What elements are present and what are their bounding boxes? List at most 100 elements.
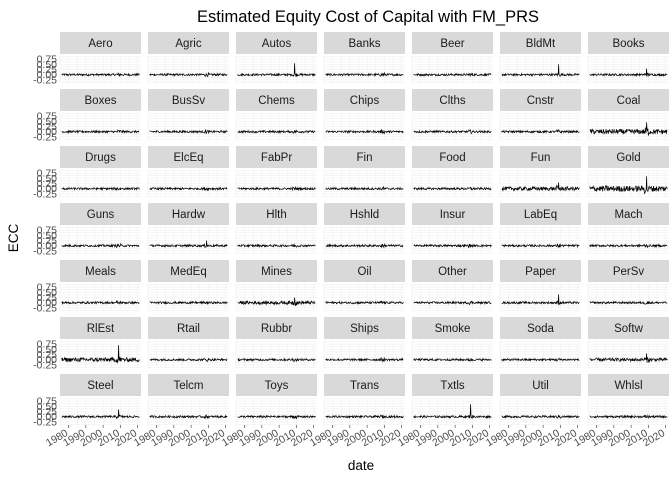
facet-strip: [60, 32, 141, 54]
series-line: [237, 243, 316, 249]
series-line: [589, 300, 668, 305]
chart-title: Estimated Equity Cost of Capital with FM…: [197, 8, 539, 26]
y-tick-label: 0.50: [37, 401, 58, 413]
y-tick-label: 0.50: [37, 344, 58, 356]
facet-label: Coal: [617, 95, 641, 107]
y-tick-label: 0.25: [37, 235, 58, 247]
facet-label: Hardw: [172, 209, 206, 221]
series-line: [237, 357, 316, 363]
series-line: [589, 243, 668, 249]
facet-label: Toys: [265, 380, 289, 392]
facet-label: Softw: [614, 323, 643, 335]
series-line: [237, 129, 316, 134]
series-line: [61, 242, 140, 249]
series-line: [589, 122, 668, 136]
facet-label: Insur: [440, 209, 466, 221]
series-line: [149, 414, 228, 420]
facet-label: Fin: [357, 152, 373, 164]
series-line: [237, 414, 316, 420]
y-tick-label: 0.50: [37, 173, 58, 185]
series-line: [61, 299, 140, 305]
facet-strip: [60, 89, 141, 111]
series-line: [501, 294, 580, 306]
facet-label: Other: [438, 266, 467, 278]
y-tick-label: 0.25: [37, 178, 58, 190]
series-line: [325, 357, 404, 363]
y-tick-label: -0.25: [33, 131, 57, 143]
series-line: [501, 357, 580, 363]
y-tick-label: -0.25: [33, 359, 57, 371]
facet-strip: [500, 374, 581, 396]
y-tick-label: 0.25: [37, 406, 58, 418]
facet-label: Smoke: [435, 323, 471, 335]
y-tick-label: -0.25: [33, 74, 57, 86]
facet-strip: [324, 32, 405, 54]
series-line: [237, 186, 316, 192]
series-line: [61, 186, 140, 192]
series-line: [413, 404, 492, 420]
series-line: [325, 71, 404, 78]
facet-strip: [236, 260, 317, 282]
facet-label: Chips: [350, 95, 380, 107]
facet-strip: [236, 203, 317, 225]
facet-label: Steel: [87, 380, 113, 392]
y-tick-label: 0.50: [37, 230, 58, 242]
series-line: [61, 129, 140, 135]
facet-label: Whlsl: [614, 380, 642, 392]
facet-label: PerSv: [613, 266, 645, 278]
facet-label: Soda: [527, 323, 554, 335]
y-tick-label: 0.00: [37, 354, 58, 366]
facet-strip: [236, 374, 317, 396]
facet-label: Agric: [175, 38, 201, 50]
facet-strip: [148, 203, 229, 225]
facet-label: Ships: [350, 323, 379, 335]
facet-strip: [412, 260, 493, 282]
facet-label: Trans: [350, 380, 379, 392]
series-line: [149, 300, 228, 305]
y-tick-label: 0.00: [37, 411, 58, 423]
y-tick-label: 0.50: [37, 59, 58, 71]
facet-strip: [500, 317, 581, 339]
y-tick-label: 0.25: [37, 121, 58, 133]
y-tick-label: 0.00: [37, 297, 58, 309]
series-line: [589, 414, 668, 419]
series-line: [501, 414, 580, 419]
facet-label: Books: [613, 38, 645, 50]
facet-label: Mines: [261, 266, 292, 278]
y-tick-label: 0.00: [37, 240, 58, 252]
series-line: [61, 72, 140, 78]
series-line: [589, 68, 668, 78]
facet-strip: [324, 146, 405, 168]
facet-label: FabPr: [261, 152, 292, 164]
facet-strip: [148, 374, 229, 396]
facet-strip: [60, 317, 141, 339]
y-tick-label: 0.00: [37, 69, 58, 81]
series-line: [325, 414, 404, 420]
facet-label: Boxes: [85, 95, 117, 107]
facet-strip: [236, 317, 317, 339]
facet-label: RlEst: [87, 323, 115, 335]
facet-strip: [60, 203, 141, 225]
facet-strip: [148, 146, 229, 168]
y-tick-label: 0.75: [37, 282, 58, 294]
facet-label: BusSv: [172, 95, 205, 107]
y-tick-label: -0.25: [33, 188, 57, 200]
facet-label: Util: [532, 380, 549, 392]
series-line: [149, 71, 228, 78]
facet-strip: [500, 146, 581, 168]
facet-strip: [412, 203, 493, 225]
facet-strip: [588, 203, 669, 225]
series-line: [149, 128, 228, 135]
facet-strip: [500, 260, 581, 282]
y-tick-label: 0.75: [37, 225, 58, 237]
series-line: [501, 128, 580, 134]
facet-label: Fun: [531, 152, 551, 164]
facet-strip: [500, 89, 581, 111]
y-tick-label: -0.25: [33, 416, 57, 428]
y-tick-label: 0.25: [37, 349, 58, 361]
y-tick-label: 0.50: [37, 287, 58, 299]
facet-label: ElcEq: [173, 152, 203, 164]
y-tick-label: -0.25: [33, 302, 57, 314]
facet-strip: [236, 146, 317, 168]
